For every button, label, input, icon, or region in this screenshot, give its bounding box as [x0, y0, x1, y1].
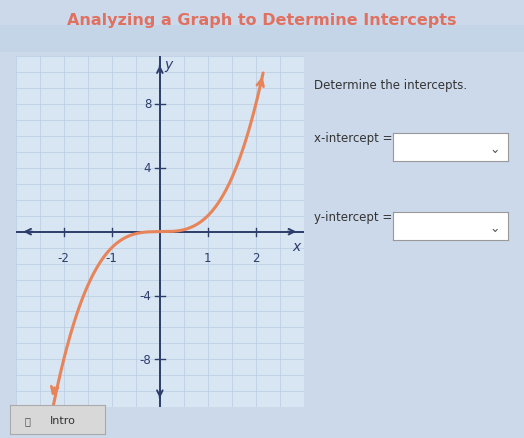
Text: 8: 8: [144, 98, 151, 111]
Text: 4: 4: [144, 162, 151, 175]
Text: -4: -4: [139, 290, 151, 302]
Text: -8: -8: [139, 353, 151, 366]
Text: -1: -1: [106, 251, 118, 264]
Text: -2: -2: [58, 251, 70, 264]
Text: Determine the intercepts.: Determine the intercepts.: [314, 79, 467, 92]
Text: ⌄: ⌄: [489, 143, 500, 156]
Text: y: y: [165, 58, 172, 72]
Text: x-intercept =: x-intercept =: [314, 131, 393, 145]
Text: y-intercept =: y-intercept =: [314, 210, 392, 223]
Text: 🔊: 🔊: [25, 415, 30, 425]
Text: 1: 1: [204, 251, 212, 264]
Text: ⌄: ⌄: [489, 222, 500, 235]
Text: Analyzing a Graph to Determine Intercepts: Analyzing a Graph to Determine Intercept…: [67, 13, 457, 28]
Text: x: x: [292, 240, 301, 254]
Text: 2: 2: [252, 251, 259, 264]
Text: Intro: Intro: [49, 415, 75, 425]
